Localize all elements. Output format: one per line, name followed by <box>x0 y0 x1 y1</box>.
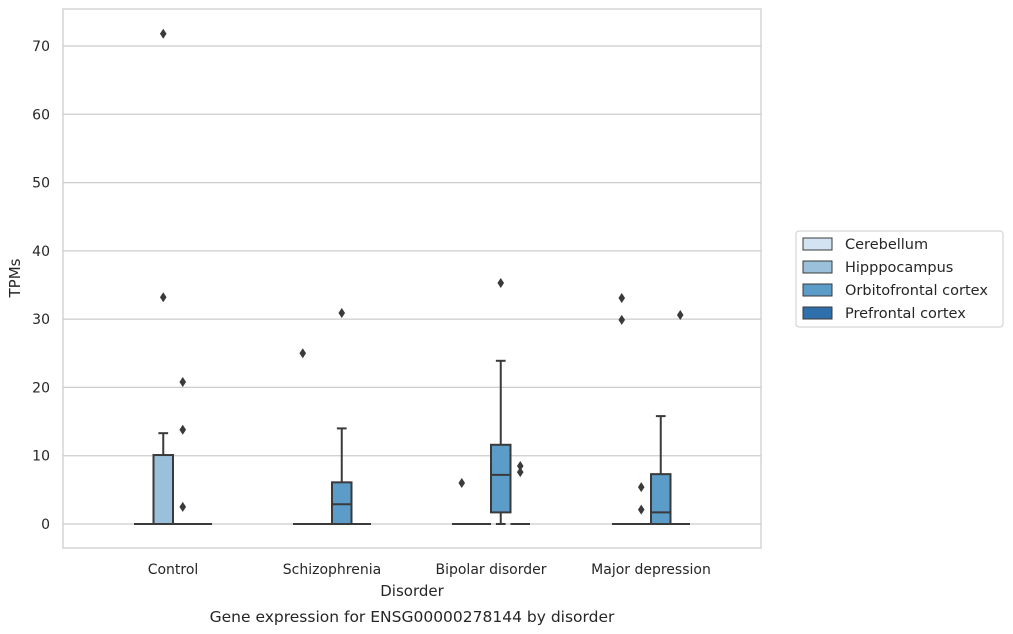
outlier-point <box>516 460 524 471</box>
y-tick-label: 70 <box>32 39 50 55</box>
box-group <box>331 307 353 525</box>
y-tick-label: 30 <box>32 312 50 328</box>
outlier-point <box>637 482 645 493</box>
box-group <box>510 460 530 525</box>
box <box>152 454 174 526</box>
y-tick-label: 20 <box>32 380 50 396</box>
x-tick-label: Control <box>148 562 199 578</box>
outlier-point <box>179 424 187 435</box>
legend-swatch <box>802 306 833 320</box>
box <box>650 473 672 525</box>
chart-title: Gene expression for ENSG00000278144 by d… <box>210 608 615 626</box>
box-group <box>670 310 690 525</box>
box <box>331 481 353 525</box>
legend-label: Cerebellum <box>845 237 928 253</box>
legend-swatch <box>802 237 833 251</box>
box-group <box>650 415 672 525</box>
box <box>490 443 512 514</box>
outlier-point <box>618 292 626 303</box>
outlier-point <box>618 314 626 325</box>
y-tick-label: 50 <box>32 176 50 192</box>
outlier-point <box>179 376 187 387</box>
legend: Cerebellum Hipppocampus Orbitofrontal cort… <box>795 230 1004 328</box>
box-group <box>293 348 313 525</box>
x-tick-label: Major depression <box>591 562 711 578</box>
outlier-point <box>299 348 307 359</box>
y-axis-label: TPMs <box>6 258 24 298</box>
x-axis-label: Disorder <box>380 582 444 600</box>
outlier-point <box>516 467 524 478</box>
box-group <box>152 28 174 526</box>
y-tick-label: 0 <box>41 517 50 533</box>
x-tick-labels: Control Schizophrenia Bipolar disorder Majo… <box>148 562 711 578</box>
y-tick-label: 10 <box>32 449 50 465</box>
outlier-point <box>676 310 684 321</box>
legend-swatch <box>802 283 833 297</box>
box-groups <box>134 28 690 526</box>
outlier-point <box>497 277 505 288</box>
y-tick-label: 60 <box>32 107 50 123</box>
box-group <box>490 277 512 525</box>
legend-frame <box>795 230 1004 328</box>
outlier-point <box>159 292 167 303</box>
y-tick-labels: 0 10 20 30 40 50 60 70 <box>32 39 50 533</box>
outlier-point <box>458 478 466 489</box>
y-tick-label: 40 <box>32 244 50 260</box>
gridlines <box>63 45 761 525</box>
box-group <box>173 376 193 525</box>
outlier-point <box>338 307 346 318</box>
x-tick-label: Bipolar disorder <box>435 562 546 578</box>
legend-label: Orbitofrontal cortex <box>845 283 988 299</box>
legend-label: Hipppocampus <box>845 260 953 276</box>
box-group <box>452 478 472 525</box>
outlier-point <box>637 504 645 515</box>
box-group <box>612 292 632 525</box>
outlier-point <box>179 501 187 512</box>
box-group <box>631 482 651 525</box>
plot-frame <box>62 8 762 549</box>
outlier-point <box>159 28 167 39</box>
legend-swatch <box>802 260 833 274</box>
x-tick-label: Schizophrenia <box>283 562 381 578</box>
legend-label: Prefrontal cortex <box>845 306 966 322</box>
